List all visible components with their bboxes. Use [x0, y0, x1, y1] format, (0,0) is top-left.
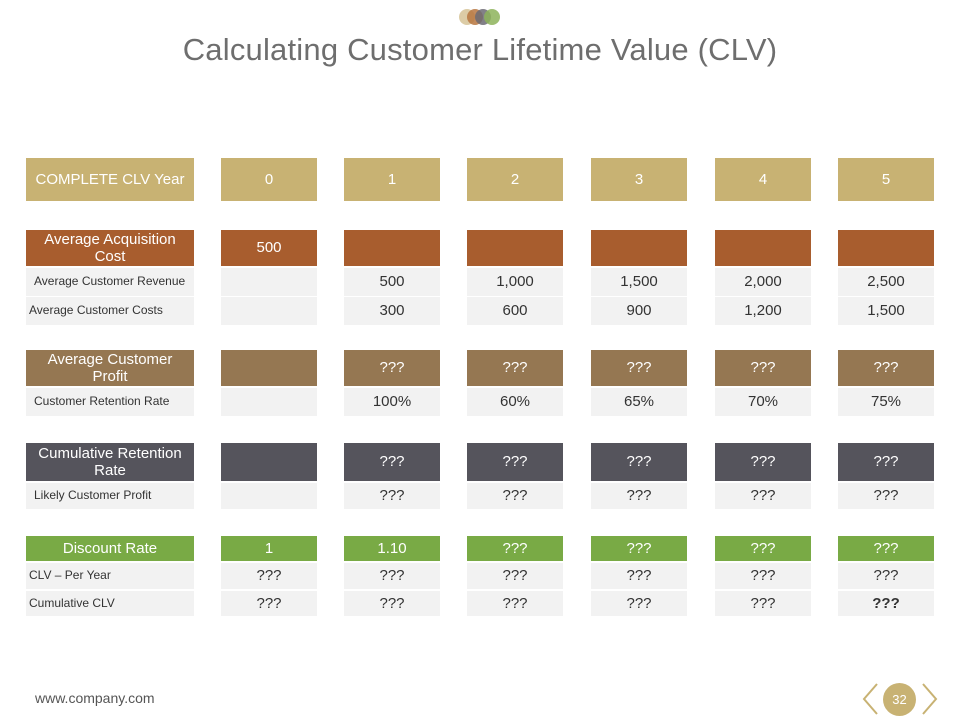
cell-costs-3: 900	[591, 297, 687, 325]
page-title: Calculating Customer Lifetime Value (CLV…	[182, 32, 778, 67]
cell-acq_cost-0: 500	[221, 230, 317, 266]
row-label-profit: Average Customer Profit	[26, 350, 194, 386]
cell-profit-3: ???	[591, 350, 687, 386]
cell-clv_year-2: ???	[467, 563, 563, 589]
cell-retention-4: 70%	[715, 388, 811, 416]
chevron-left-icon	[862, 683, 878, 715]
cell-retention-2: 60%	[467, 388, 563, 416]
cell-profit-5: ???	[838, 350, 934, 386]
cell-acq_cost-4	[715, 230, 811, 266]
cell-clv_year-0: ???	[221, 563, 317, 589]
cell-profit-2: ???	[467, 350, 563, 386]
cell-cum_clv-4: ???	[715, 591, 811, 616]
row-label-cum_clv: Cumulative CLV	[26, 591, 194, 616]
cell-clv_year-1: ???	[344, 563, 440, 589]
cell-acq_cost-5	[838, 230, 934, 266]
cell-retention-1: 100%	[344, 388, 440, 416]
cell-revenue-0	[221, 268, 317, 296]
cell-cum_retention-3: ???	[591, 443, 687, 481]
header-label: COMPLETE CLV Year	[26, 158, 194, 201]
cell-likely_profit-0	[221, 483, 317, 509]
cell-acq_cost-2	[467, 230, 563, 266]
cell-discount-2: ???	[467, 536, 563, 561]
cell-profit-4: ???	[715, 350, 811, 386]
cell-cum_retention-2: ???	[467, 443, 563, 481]
header-year-4: 4	[715, 158, 811, 201]
cell-costs-1: 300	[344, 297, 440, 325]
cell-costs-5: 1,500	[838, 297, 934, 325]
cell-cum_clv-2: ???	[467, 591, 563, 616]
row-label-clv_year: CLV – Per Year	[26, 563, 194, 589]
cell-likely_profit-1: ???	[344, 483, 440, 509]
cell-cum_clv-0: ???	[221, 591, 317, 616]
cell-clv_year-5: ???	[838, 563, 934, 589]
cell-retention-3: 65%	[591, 388, 687, 416]
cell-acq_cost-3	[591, 230, 687, 266]
cell-discount-4: ???	[715, 536, 811, 561]
cell-revenue-5: 2,500	[838, 268, 934, 296]
cell-likely_profit-2: ???	[467, 483, 563, 509]
row-label-retention: Customer Retention Rate	[26, 388, 194, 416]
cell-discount-5: ???	[838, 536, 934, 561]
cell-likely_profit-4: ???	[715, 483, 811, 509]
cell-revenue-4: 2,000	[715, 268, 811, 296]
header-year-2: 2	[467, 158, 563, 201]
page-navigation[interactable]	[860, 680, 940, 718]
cell-revenue-2: 1,000	[467, 268, 563, 296]
cell-discount-1: 1.10	[344, 536, 440, 561]
page-number-badge: 32	[883, 683, 916, 716]
row-label-discount: Discount Rate	[26, 536, 194, 561]
row-label-revenue: Average Customer Revenue	[26, 268, 194, 296]
cell-cum_clv-5: ???	[838, 591, 934, 616]
cell-revenue-3: 1,500	[591, 268, 687, 296]
cell-costs-2: 600	[467, 297, 563, 325]
cell-cum_retention-0	[221, 443, 317, 481]
cell-cum_clv-1: ???	[344, 591, 440, 616]
circles-logo-icon	[459, 9, 500, 25]
cell-likely_profit-3: ???	[591, 483, 687, 509]
cell-profit-0	[221, 350, 317, 386]
header-year-1: 1	[344, 158, 440, 201]
cell-cum_retention-5: ???	[838, 443, 934, 481]
header-year-5: 5	[838, 158, 934, 201]
cell-acq_cost-1	[344, 230, 440, 266]
cell-profit-1: ???	[344, 350, 440, 386]
cell-clv_year-4: ???	[715, 563, 811, 589]
cell-discount-3: ???	[591, 536, 687, 561]
cell-costs-4: 1,200	[715, 297, 811, 325]
header-year-0: 0	[221, 158, 317, 201]
cell-revenue-1: 500	[344, 268, 440, 296]
row-label-cum_retention: Cumulative Retention Rate	[26, 443, 194, 481]
chevron-right-icon	[922, 683, 938, 715]
cell-discount-0: 1	[221, 536, 317, 561]
cell-cum_clv-3: ???	[591, 591, 687, 616]
row-label-likely_profit: Likely Customer Profit	[26, 483, 194, 509]
cell-cum_retention-4: ???	[715, 443, 811, 481]
footer-url: www.company.com	[35, 690, 155, 706]
cell-retention-5: 75%	[838, 388, 934, 416]
cell-retention-0	[221, 388, 317, 416]
row-label-acq_cost: Average Acquisition Cost	[26, 230, 194, 266]
cell-likely_profit-5: ???	[838, 483, 934, 509]
row-label-costs: Average Customer Costs	[26, 297, 194, 325]
cell-cum_retention-1: ???	[344, 443, 440, 481]
cell-clv_year-3: ???	[591, 563, 687, 589]
header-year-3: 3	[591, 158, 687, 201]
cell-costs-0	[221, 297, 317, 325]
